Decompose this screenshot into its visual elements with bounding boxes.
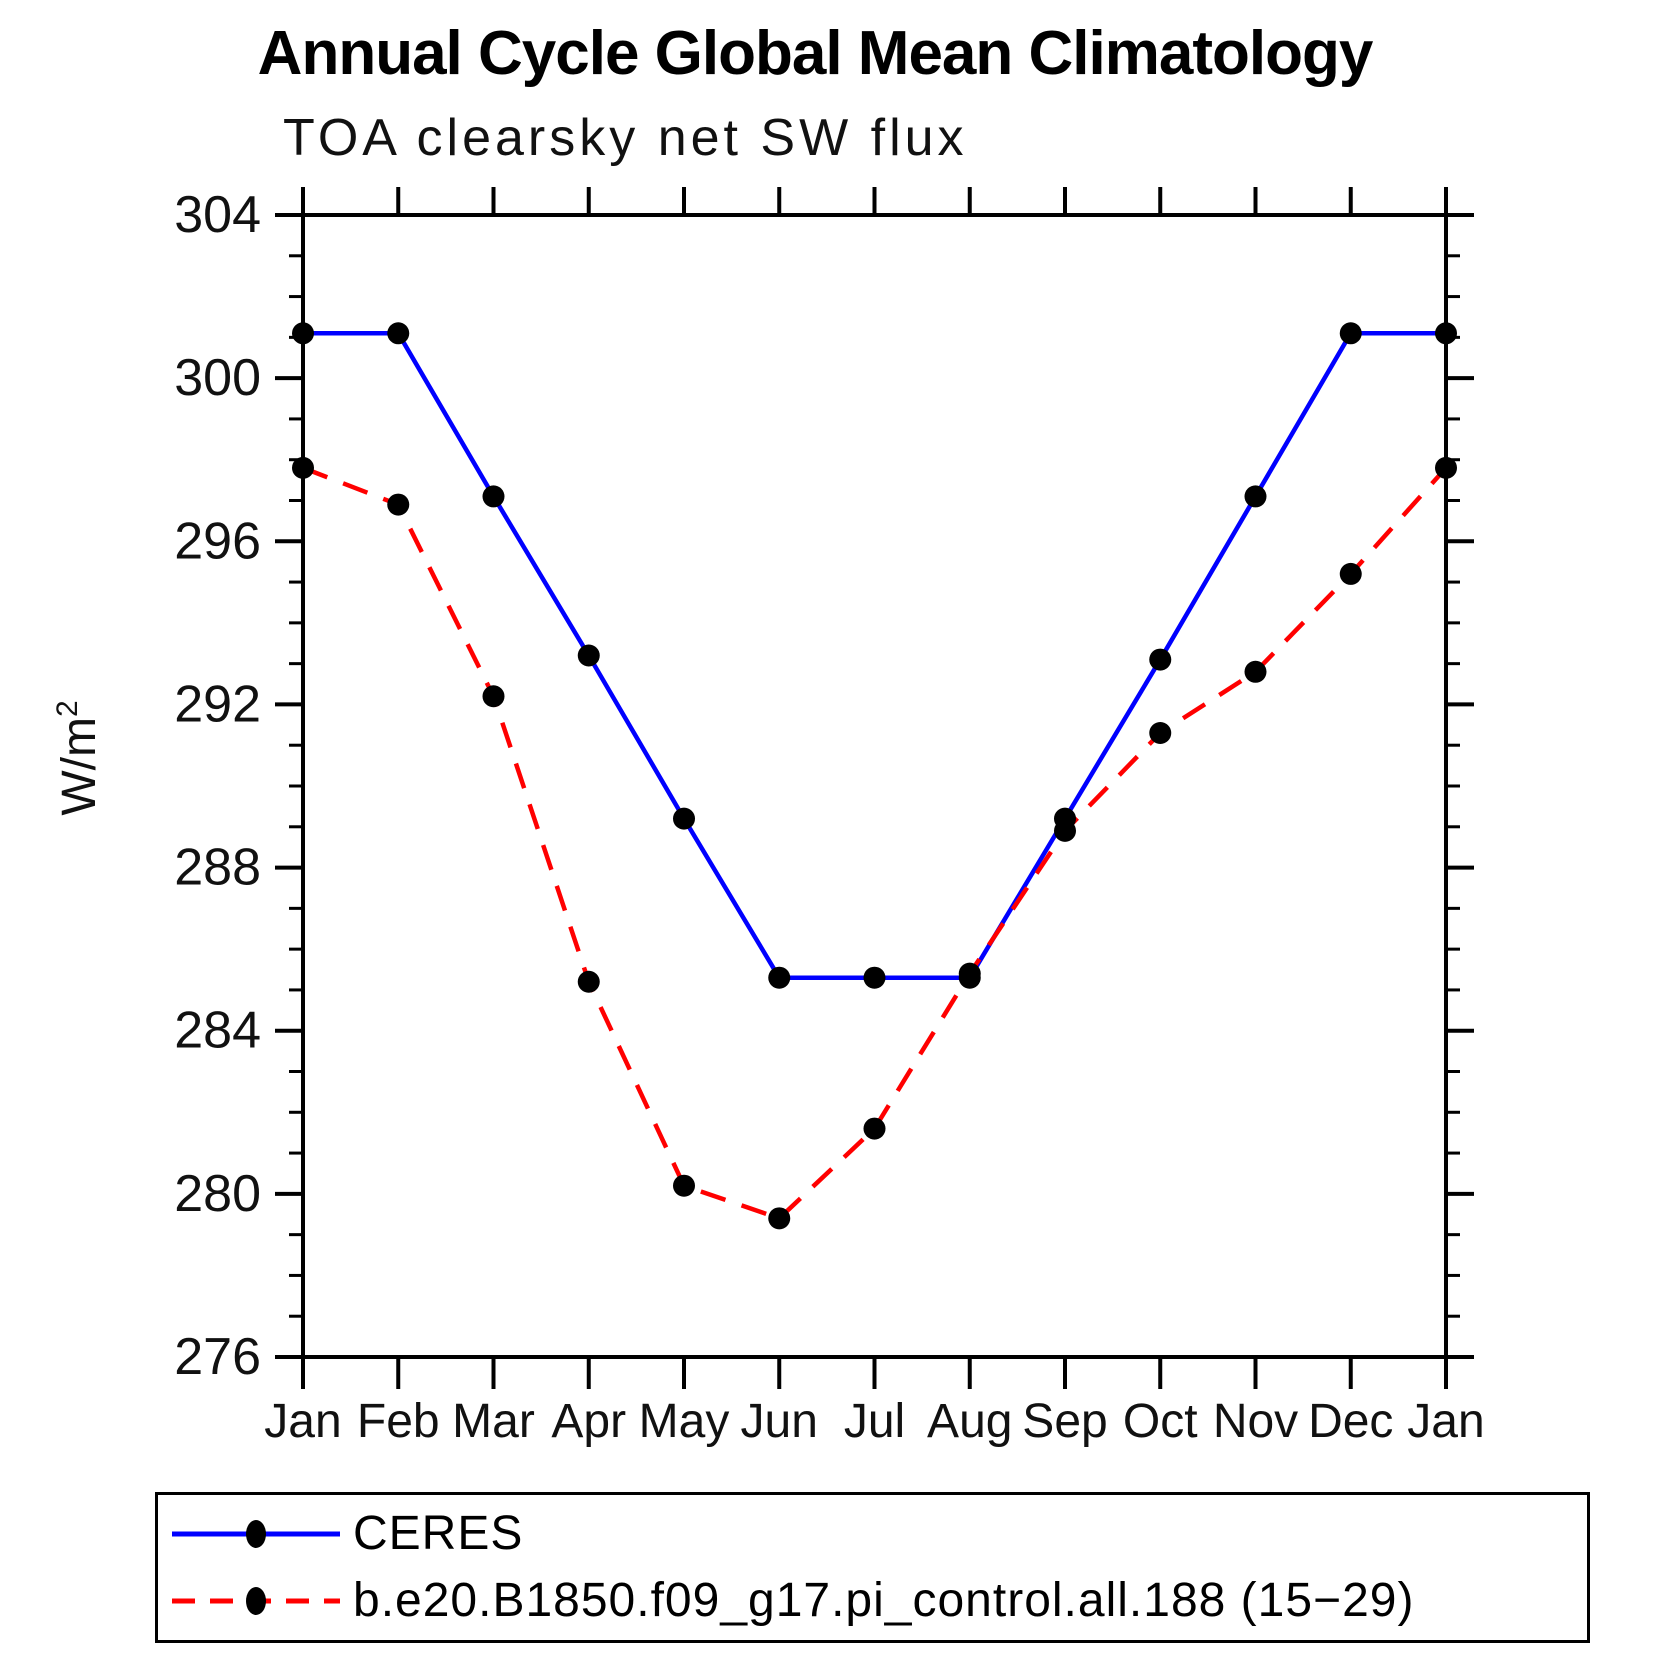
x-tick-label: Jul	[844, 1395, 905, 1448]
model-sample-marker-icon	[246, 1586, 266, 1615]
data-point-1	[1244, 660, 1267, 683]
y-tick-label: 276	[174, 1328, 261, 1386]
y-tick-label: 284	[174, 1002, 261, 1060]
x-tick-label: Apr	[551, 1395, 626, 1448]
x-tick-label: Feb	[357, 1395, 440, 1448]
data-point-0	[482, 485, 505, 508]
y-axis-title: W/m2	[51, 700, 106, 815]
legend-label-model: b.e20.B1850.f09_g17.pi_control.all.188 (…	[353, 1573, 1415, 1627]
data-point-0	[1244, 485, 1267, 508]
data-point-1	[482, 685, 505, 708]
x-tick-label: Jan	[1407, 1395, 1484, 1448]
ceres-line-sample	[172, 1520, 340, 1549]
data-point-0	[1149, 648, 1172, 671]
data-point-0	[673, 807, 695, 830]
x-tick-label: Sep	[1022, 1395, 1107, 1448]
x-tick-label: May	[639, 1395, 730, 1448]
chart-title: Annual Cycle Global Mean Climatology	[257, 19, 1374, 88]
x-tick-label: Mar	[452, 1395, 535, 1448]
data-point-0	[387, 322, 410, 345]
x-tick-label: Oct	[1123, 1395, 1198, 1448]
legend-item-model: b.e20.B1850.f09_g17.pi_control.all.188 (…	[168, 1573, 1587, 1629]
data-point-0	[1339, 322, 1362, 345]
data-point-1	[1339, 562, 1362, 585]
data-point-0	[863, 966, 886, 989]
data-point-1	[863, 1117, 886, 1140]
data-point-0	[768, 966, 791, 989]
y-tick-label: 288	[174, 839, 261, 897]
data-point-0	[292, 322, 314, 345]
x-tick-label: Aug	[927, 1395, 1012, 1448]
y-tick-label: 296	[174, 512, 261, 570]
model-line-sample	[172, 1586, 340, 1615]
data-point-1	[1435, 456, 1457, 479]
data-point-0	[577, 644, 600, 667]
data-point-1	[1054, 819, 1076, 842]
y-tick-label: 280	[174, 1165, 261, 1223]
ceres-sample-marker-icon	[246, 1520, 266, 1549]
series-line-1	[302, 465, 1448, 1221]
chart-subtitle: TOA clearsky net SW flux	[283, 109, 968, 167]
x-tick-label: Nov	[1213, 1395, 1298, 1448]
data-point-1	[958, 962, 981, 985]
data-point-1	[387, 493, 410, 516]
y-tick-label: 292	[174, 675, 261, 733]
data-point-1	[577, 970, 600, 993]
plot-frame	[301, 213, 1448, 1359]
data-point-1	[673, 1174, 695, 1197]
y-tick-label: 304	[174, 186, 261, 244]
legend: CERES b.e20.B1850.f09_g17.pi_control.all…	[155, 1492, 1590, 1643]
legend-label-ceres: CERES	[353, 1507, 524, 1561]
data-point-0	[1435, 322, 1457, 345]
data-point-1	[1149, 721, 1172, 744]
x-tick-label: Jan	[264, 1395, 341, 1448]
x-tick-label: Dec	[1308, 1395, 1393, 1448]
legend-item-ceres: CERES	[168, 1506, 1587, 1562]
data-point-1	[768, 1207, 791, 1230]
x-tick-label: Jun	[741, 1395, 818, 1448]
data-point-1	[292, 456, 314, 479]
y-tick-label: 300	[174, 349, 261, 407]
